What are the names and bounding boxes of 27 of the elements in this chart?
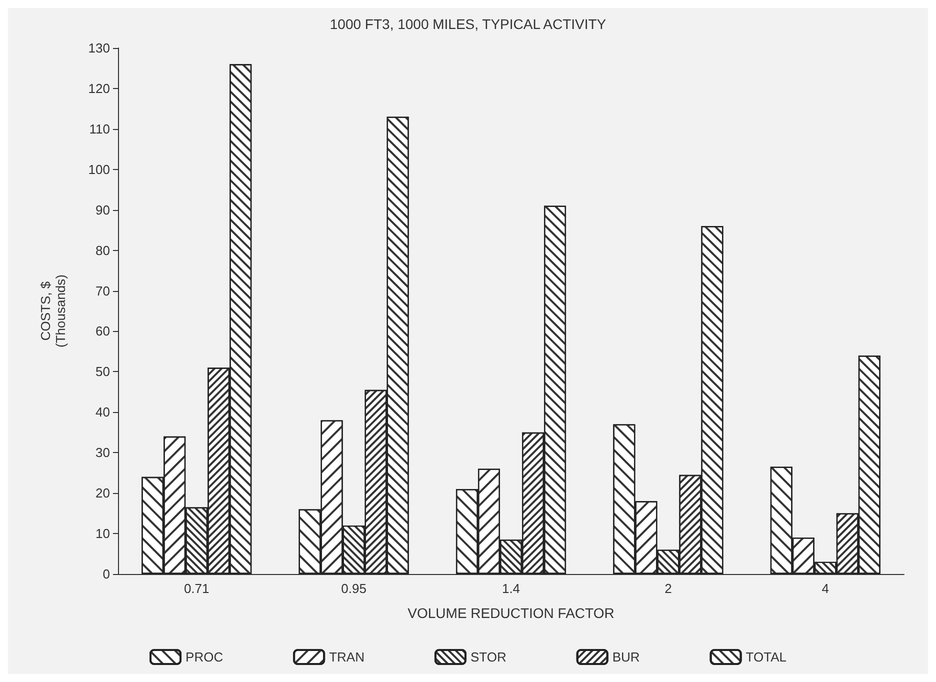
- y-tick-label: 30: [96, 445, 110, 460]
- y-tick-label: 40: [96, 404, 110, 420]
- legend-label: TOTAL: [746, 650, 786, 664]
- y-tick-label: 120: [88, 80, 110, 96]
- x-axis-title: VOLUME REDUCTION FACTOR: [408, 605, 614, 621]
- y-axis-title: COSTS, $ (Thousands): [38, 274, 68, 348]
- x-tick-label: 0.71: [184, 581, 210, 596]
- x-tick-label: 0.95: [341, 581, 366, 596]
- y-tick-label: 50: [96, 364, 110, 380]
- legend-label: PROC: [186, 650, 224, 664]
- y-tick-label: 130: [88, 40, 110, 56]
- y-tick-label: 20: [96, 486, 110, 501]
- y-tick-label: 10: [96, 526, 110, 542]
- y-tick-label: 100: [88, 162, 110, 177]
- y-tick-label: 60: [96, 324, 110, 339]
- x-tick-label: 4: [822, 581, 830, 596]
- y-tick-label: 90: [96, 202, 110, 218]
- legend-label: TRAN: [329, 650, 364, 664]
- legend-label: STOR: [470, 650, 506, 664]
- y-tick-label: 110: [89, 121, 110, 136]
- x-tick-label: 1.4: [502, 581, 520, 596]
- legend-label: BUR: [612, 650, 640, 664]
- chart-title: 1000 FT3, 1000 MILES, TYPICAL ACTIVITY: [330, 16, 607, 32]
- y-tick-label: 0: [102, 566, 110, 582]
- y-tick-label: 80: [96, 242, 110, 258]
- y-tick-label: 70: [96, 283, 110, 298]
- x-tick-label: 2: [664, 581, 672, 596]
